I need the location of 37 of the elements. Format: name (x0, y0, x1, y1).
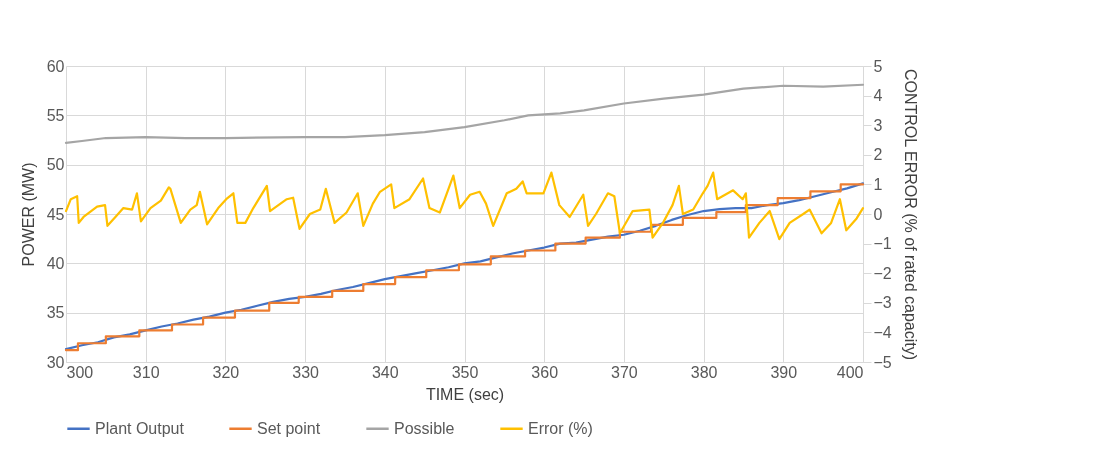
y2-axis-title: CONTROL ERROR (% of rated capacity) (901, 68, 919, 361)
x-tick-label: 340 (371, 363, 399, 381)
y-tick-label: 45 (46, 205, 65, 223)
x-tick-label: 350 (451, 363, 479, 381)
x-axis-title: TIME (sec) (425, 385, 505, 403)
x-tick-label: 300 (66, 363, 94, 381)
y-tick-label: 30 (46, 353, 65, 371)
y2-tick-label: 1 (873, 175, 883, 193)
x-tick-label: 320 (212, 363, 240, 381)
y-tick-label: 55 (46, 106, 65, 124)
y2-tick-label: −1 (873, 235, 892, 253)
y2-tick-label: 3 (873, 116, 883, 134)
y2-tick-label: −4 (873, 323, 892, 341)
y2-tick-label: 5 (873, 57, 883, 75)
x-tick-label: 370 (611, 363, 638, 381)
x-tick-label: 400 (836, 363, 864, 381)
x-tick-label: 310 (132, 363, 160, 381)
legend-label: Plant Output (95, 419, 185, 437)
x-tick-label: 330 (292, 363, 320, 381)
x-tick-label: 380 (690, 363, 718, 381)
y2-tick-label: −5 (873, 353, 892, 371)
y2-tick-label: 4 (873, 87, 883, 105)
legend-label: Error (%) (528, 419, 593, 437)
y2-tick-label: 2 (873, 146, 883, 164)
legend-label: Set point (257, 419, 321, 437)
y-tick-label: 60 (46, 57, 65, 75)
y-tick-label: 35 (46, 304, 65, 322)
y2-tick-label: 0 (873, 205, 883, 223)
legend-label: Possible (394, 419, 455, 437)
y-tick-label: 50 (46, 156, 65, 174)
y2-tick-label: −2 (873, 264, 892, 282)
line-series (64, 83, 865, 145)
y-tick-label: 40 (46, 254, 65, 272)
x-tick-label: 360 (531, 363, 559, 381)
y-axis-title: POWER (MW) (19, 162, 37, 267)
x-tick-label: 390 (770, 363, 798, 381)
y2-tick-label: −3 (873, 294, 892, 312)
